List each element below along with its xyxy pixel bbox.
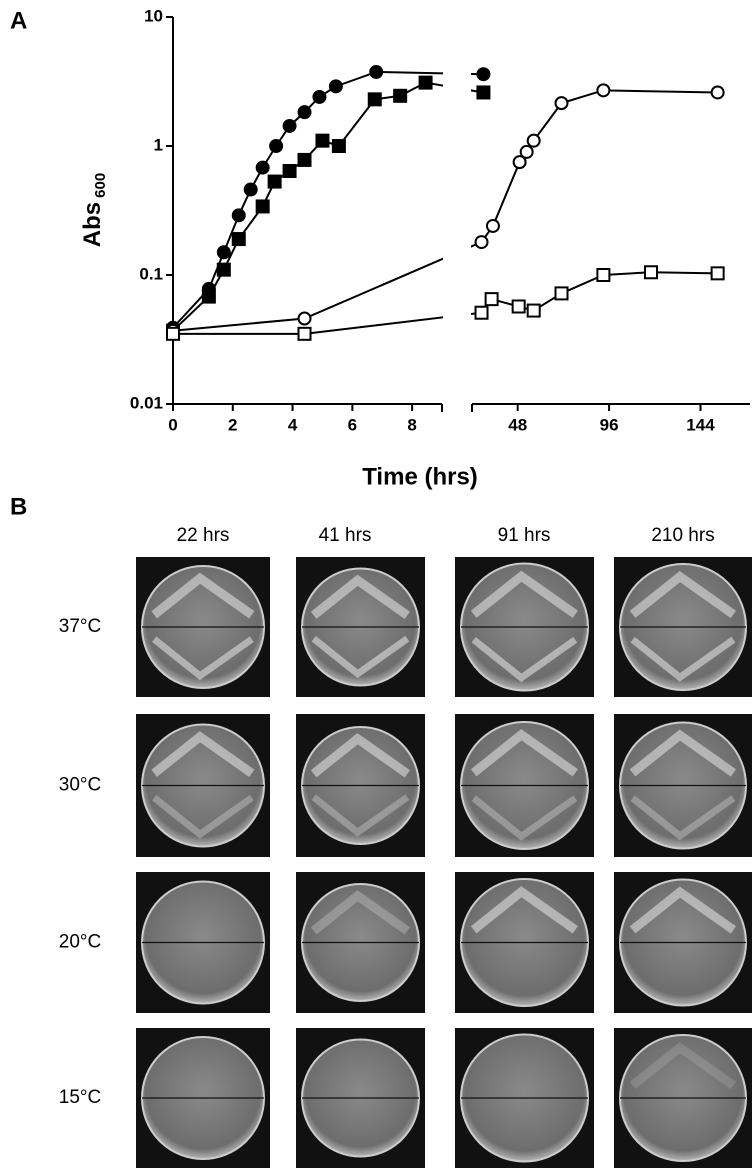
column-header: 210 hrs <box>651 525 714 546</box>
streak <box>470 886 578 934</box>
data-point <box>369 64 384 79</box>
streak <box>311 635 410 679</box>
data-point <box>282 118 297 133</box>
data-point <box>297 326 312 341</box>
data-point <box>231 232 246 247</box>
streak <box>630 636 736 682</box>
streak <box>470 570 578 618</box>
y-tick-label: 0.01 <box>130 393 163 412</box>
series-line <box>173 271 718 335</box>
x-tick-label: 4 <box>288 415 298 434</box>
data-point <box>554 286 569 301</box>
x-tick-label: 2 <box>228 415 237 434</box>
data-point <box>166 326 180 341</box>
column-header: 41 hrs <box>319 525 372 546</box>
panel-label: B <box>10 493 27 520</box>
series-line <box>172 81 484 332</box>
data-point <box>282 164 297 179</box>
x-tick-label: 8 <box>407 415 416 434</box>
data-point <box>596 268 611 282</box>
data-point <box>367 92 382 107</box>
data-point <box>393 88 408 103</box>
column-header: 22 hrs <box>177 525 230 546</box>
streak <box>470 729 578 777</box>
data-point <box>474 305 489 320</box>
data-point <box>511 299 526 314</box>
data-point <box>331 139 346 153</box>
data-point <box>267 174 282 189</box>
data-point <box>255 160 270 175</box>
data-point <box>526 303 541 318</box>
plot-a: 0.01 0.1 1 10 0 2 4 6 8 48 96 144 <box>130 6 750 434</box>
streak <box>151 572 255 619</box>
data-point <box>269 139 284 153</box>
streak <box>311 794 410 837</box>
data-point <box>243 182 258 197</box>
x-tick-label: 144 <box>686 415 715 434</box>
data-point <box>519 144 534 159</box>
row-label: 30°C <box>59 775 101 796</box>
streak <box>471 636 578 683</box>
y-axis-label: Abs 600 <box>79 173 109 247</box>
streak <box>630 795 736 841</box>
data-point <box>476 67 491 82</box>
streak <box>151 731 255 777</box>
data-point <box>710 85 725 100</box>
data-point <box>255 199 270 214</box>
streak <box>152 636 254 681</box>
column-header: 91 hrs <box>498 525 551 546</box>
x-tick-label: 6 <box>348 415 357 434</box>
x-tick-label: 96 <box>600 415 619 434</box>
streak <box>152 794 254 839</box>
data-point <box>231 208 246 223</box>
streak <box>310 574 410 619</box>
row-label: 20°C <box>59 932 101 953</box>
data-point <box>315 133 330 148</box>
y-label-subscript: 600 <box>92 173 109 198</box>
streak <box>310 733 410 778</box>
data-point <box>328 79 343 94</box>
row-label: 15°C <box>59 1087 101 1108</box>
data-point <box>484 292 499 307</box>
data-point <box>476 85 491 100</box>
streak <box>629 570 736 619</box>
data-point <box>216 245 231 260</box>
data-point <box>418 75 433 90</box>
row-label: 37°C <box>59 616 101 637</box>
data-point <box>554 96 569 111</box>
axis-break-gap <box>443 12 471 419</box>
y-tick-label: 0.1 <box>139 264 163 283</box>
streak <box>629 729 736 777</box>
y-tick-label: 1 <box>154 135 163 154</box>
streak <box>629 1041 736 1090</box>
data-point <box>216 262 231 277</box>
data-point <box>297 311 312 326</box>
data-point <box>512 155 527 170</box>
x-axis-label: Time (hrs) <box>362 463 478 490</box>
data-point <box>297 152 312 167</box>
x-tick-label: 48 <box>508 415 527 434</box>
plate-grid: 22 hrs 41 hrs 91 hrs 210 hrs 37°C 30°C 20°C 15°… <box>59 525 752 1168</box>
data-point <box>474 235 489 250</box>
streak <box>471 795 578 841</box>
series-line <box>172 70 484 329</box>
data-point <box>201 289 216 304</box>
y-label-text: Abs <box>79 202 106 247</box>
data-point <box>526 133 541 148</box>
data-point <box>643 265 658 280</box>
data-point <box>312 89 327 104</box>
streak <box>629 886 736 934</box>
data-point <box>710 266 725 281</box>
data-point <box>596 83 611 98</box>
y-tick-label: 10 <box>144 6 163 25</box>
panel-label: A <box>10 7 27 34</box>
data-point <box>485 218 500 233</box>
data-point <box>297 105 312 120</box>
x-tick-label: 0 <box>168 415 177 434</box>
streak <box>310 890 410 935</box>
